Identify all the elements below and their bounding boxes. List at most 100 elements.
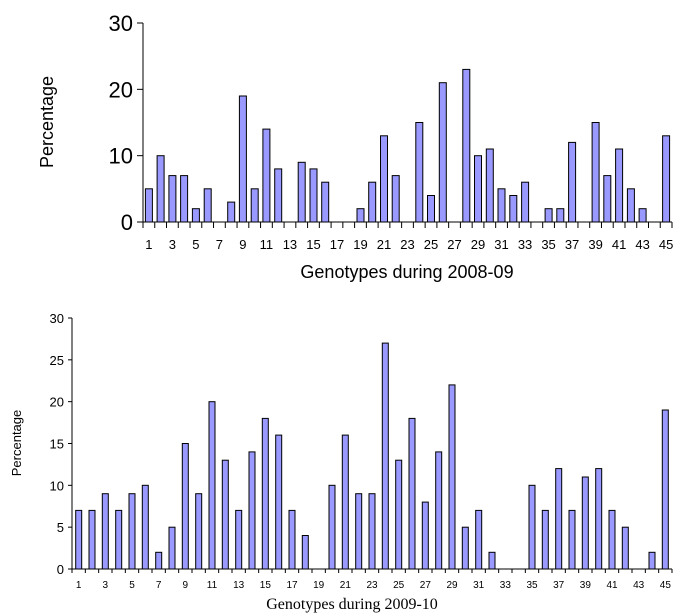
c1-x-tick-label: 5 (192, 237, 199, 252)
c1-x-tick-label: 45 (659, 237, 673, 252)
c1-x-tick-label: 1 (145, 237, 152, 252)
c1-bar-29 (474, 155, 482, 223)
c2-x-tick-label: 13 (233, 580, 245, 591)
c1-y-ticks: 0 10 20 30 (109, 11, 143, 235)
c2-bar-2 (88, 509, 96, 570)
c1-x-tick-label: 21 (377, 237, 391, 252)
c1-bar-19 (356, 208, 365, 223)
c2-bar-38 (568, 509, 576, 570)
c2-x-tick-label: 41 (606, 580, 618, 591)
c2-bar-10 (195, 493, 203, 570)
c1-bar-14 (297, 161, 306, 223)
c1-bar-41 (615, 148, 624, 223)
c1-x-tick-label: 9 (239, 237, 246, 252)
c1-x-tick-label: 29 (471, 237, 485, 252)
c2-x-tick-label: 31 (473, 580, 485, 591)
c1-y-tick-label: 20 (109, 77, 133, 102)
c1-x-tick-label: 33 (518, 237, 532, 252)
c1-bar-32 (509, 195, 518, 223)
c1-x-tick-label: 19 (353, 237, 367, 252)
c1-x-tick-label: 37 (565, 237, 579, 252)
c1-bars (144, 68, 671, 223)
c1-x-tick-label: 23 (400, 237, 414, 252)
c2-bar-20 (328, 484, 336, 570)
c2-y-ticks: 0 5 10 15 20 25 30 (50, 311, 72, 577)
c2-bar-29 (448, 384, 456, 570)
c1-bar-16 (321, 181, 330, 223)
c1-bar-42 (626, 188, 635, 223)
c2-y-tick-label: 25 (50, 353, 64, 368)
c2-x-tick-label: 35 (526, 580, 538, 591)
c2-bar-27 (421, 501, 429, 570)
c1-y-tick-label: 30 (109, 11, 133, 36)
c1-x-tick-label: 41 (612, 237, 626, 252)
c2-y-axis-label: Percentage (9, 410, 24, 477)
c2-x-tick-label: 11 (207, 580, 218, 591)
c2-bar-7 (155, 551, 163, 570)
c2-bar-8 (168, 526, 176, 570)
c2-bar-39 (581, 476, 589, 570)
c2-y-tick-label: 15 (50, 437, 64, 452)
c2-x-tick-label: 3 (103, 580, 109, 591)
c2-bar-31 (475, 509, 483, 570)
c2-bar-28 (435, 451, 443, 570)
c2-bar-1 (75, 509, 83, 570)
c2-x-tick-label: 43 (633, 580, 645, 591)
c2-x-tick-label: 37 (553, 580, 565, 591)
c1-bar-25 (427, 195, 435, 223)
c2-x-tick-label: 33 (500, 580, 512, 591)
c2-bar-16 (275, 434, 283, 570)
c1-bar-24 (415, 122, 424, 223)
c2-bar-14 (248, 451, 256, 570)
c2-y-tick-label: 0 (57, 562, 64, 577)
c1-x-ticks: 1 3 5 7 9 11 13 15 17 19 21 23 25 27 29 31 33 35 37 39 41 43 4… (142, 222, 673, 252)
c2-x-ticks: 1 3 5 7 9 11 13 15 17 19 21 23 25 27 29 31 33 35 37 39 41 43 4… (71, 569, 673, 591)
c2-bar-30 (461, 526, 469, 570)
c2-x-tick-label: 27 (420, 580, 432, 591)
c1-bar-37 (568, 141, 577, 223)
c2-bar-22 (355, 493, 363, 570)
c2-bar-24 (381, 342, 389, 570)
c2-x-tick-label: 5 (129, 580, 135, 591)
c1-bar-35 (544, 208, 553, 223)
c2-bar-13 (235, 509, 243, 570)
c1-y-axis-label: Percentage (37, 76, 57, 168)
c1-bar-9 (238, 95, 247, 223)
c2-bar-35 (528, 484, 536, 570)
c1-x-tick-label: 39 (588, 237, 602, 252)
c1-x-tick-label: 25 (424, 237, 438, 252)
c2-bar-5 (128, 493, 136, 570)
c2-x-tick-label: 7 (156, 580, 162, 591)
c1-bar-15 (309, 168, 318, 223)
c2-x-tick-label: 45 (660, 580, 672, 591)
c1-bar-3 (168, 175, 177, 223)
c2-x-tick-label: 25 (393, 580, 405, 591)
c1-bar-20 (368, 181, 377, 223)
c2-x-tick-label: 9 (183, 580, 189, 591)
c2-y-tick-label: 30 (50, 311, 64, 326)
c1-x-tick-label: 17 (330, 237, 344, 252)
c1-bar-26 (438, 82, 447, 223)
c1-bar-43 (638, 208, 647, 223)
c2-bar-37 (555, 468, 563, 570)
c2-x-tick-label: 23 (366, 580, 378, 591)
c2-bar-26 (408, 417, 416, 570)
c1-bar-11 (262, 128, 271, 223)
c2-bar-4 (115, 509, 123, 570)
c2-bars (75, 342, 669, 570)
c1-x-tick-label: 35 (541, 237, 555, 252)
c2-bar-12 (221, 459, 229, 570)
c1-x-tick-label: 3 (169, 237, 176, 252)
c1-bar-45 (662, 135, 671, 223)
c1-bar-4 (180, 175, 189, 223)
c2-y-tick-label: 5 (57, 520, 64, 535)
c2-bar-42 (621, 526, 629, 570)
c1-x-tick-label: 13 (283, 237, 297, 252)
c1-bar-28 (462, 68, 471, 223)
c1-bar-36 (556, 208, 565, 223)
c2-x-tick-label: 21 (340, 580, 352, 591)
c2-bar-9 (181, 443, 189, 570)
